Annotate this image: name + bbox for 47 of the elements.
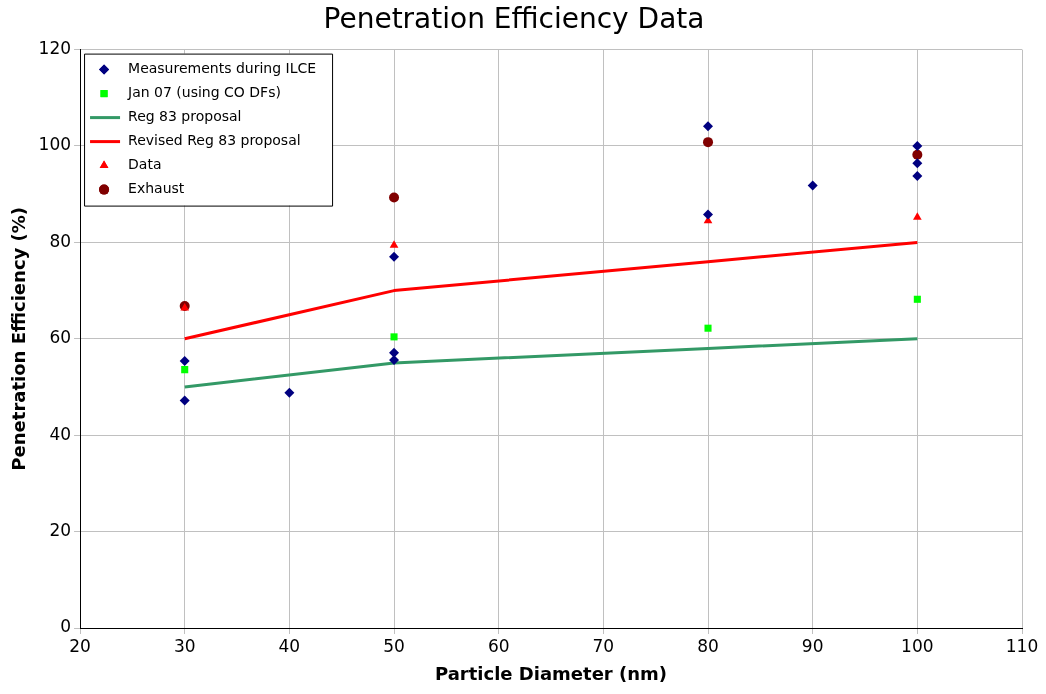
y-tick-label: 60 xyxy=(49,327,72,348)
y-tick-label: 40 xyxy=(49,423,72,444)
legend-label: Reg 83 proposal xyxy=(128,108,242,125)
x-tick-label: 50 xyxy=(383,635,405,656)
point xyxy=(389,192,400,203)
x-tick-label: 110 xyxy=(1005,635,1039,656)
point xyxy=(912,141,923,151)
x-tick-label: 90 xyxy=(801,635,824,656)
point xyxy=(704,324,712,332)
point xyxy=(389,240,399,248)
x-tick-label: 100 xyxy=(901,635,934,656)
y-axis-title: Penetration Efficiency (%) xyxy=(8,206,30,471)
point xyxy=(912,158,923,169)
x-tick-label: 20 xyxy=(69,635,91,656)
point xyxy=(390,333,398,341)
x-axis-title: Particle Diameter (nm) xyxy=(435,662,668,684)
legend-label: Exhaust xyxy=(128,180,185,197)
point xyxy=(179,355,190,366)
x-tick-label: 40 xyxy=(278,635,301,656)
point xyxy=(389,347,400,358)
y-tick-label: 120 xyxy=(38,38,72,59)
point xyxy=(913,212,922,220)
point xyxy=(181,366,189,374)
x-tick-label: 70 xyxy=(592,635,615,656)
point xyxy=(389,355,400,366)
legend-label: Jan 07 (using CO DFs) xyxy=(127,84,281,101)
point xyxy=(913,295,921,303)
point xyxy=(179,395,190,406)
y-tick-label: 80 xyxy=(49,230,72,251)
legend-label: Revised Reg 83 proposal xyxy=(128,132,301,149)
legend-label: Data xyxy=(128,156,162,173)
point xyxy=(703,137,714,148)
point xyxy=(807,180,818,191)
y-tick-label: 100 xyxy=(38,134,72,155)
chart-title: Penetration Efficiency Data xyxy=(323,2,705,36)
y-tick-label: 20 xyxy=(49,520,72,541)
x-tick-label: 80 xyxy=(697,635,719,656)
point xyxy=(912,149,923,160)
legend-label: Measurements during ILCE xyxy=(128,60,317,77)
y-tick-label: 0 xyxy=(60,616,72,637)
point xyxy=(703,209,714,220)
point xyxy=(389,251,400,262)
x-tick-label: 60 xyxy=(487,635,510,656)
point xyxy=(284,387,295,398)
point xyxy=(912,170,923,181)
x-tick-label: 30 xyxy=(173,635,196,656)
point xyxy=(703,121,714,132)
